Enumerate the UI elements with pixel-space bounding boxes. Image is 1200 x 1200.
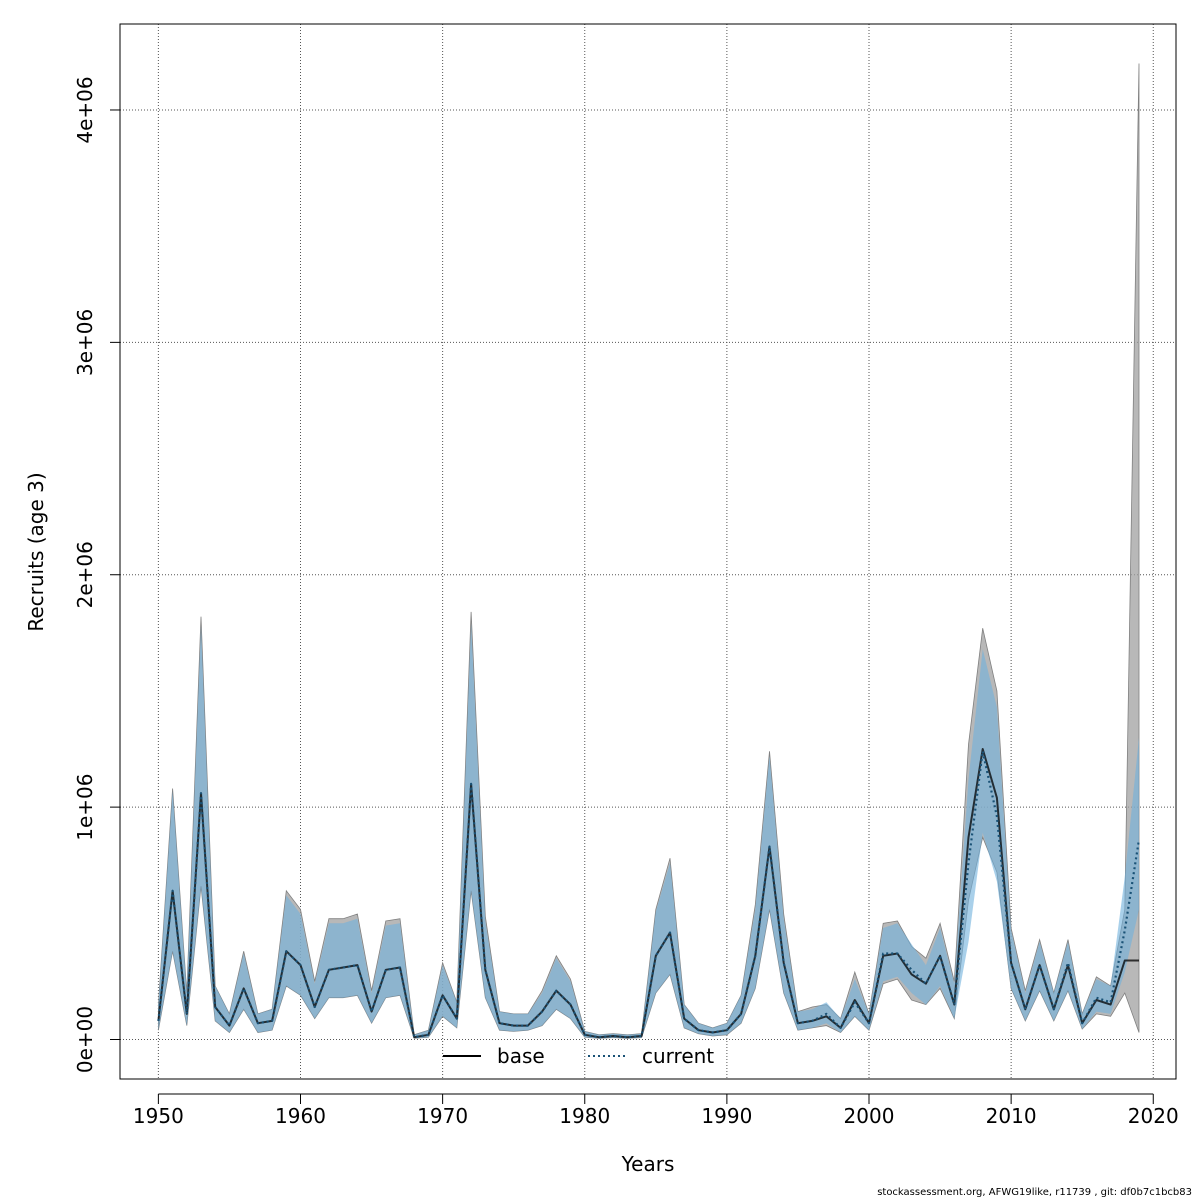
series-line-current xyxy=(157,750,1141,1039)
confidence-bands xyxy=(157,63,1140,1039)
y-tick-label: 1e+06 xyxy=(73,773,97,840)
grid xyxy=(120,24,1176,1079)
x-axis-label: Years xyxy=(621,1152,675,1176)
x-tick-label: 1980 xyxy=(559,1104,610,1128)
footer-text: stockassessment.org, AFWG19like, r11739 … xyxy=(877,1187,1192,1198)
legend-label-base: base xyxy=(497,1044,545,1068)
y-tick-label: 3e+06 xyxy=(73,309,97,376)
y-axis-label: Recruits (age 3) xyxy=(24,472,48,631)
x-tick-label: 2010 xyxy=(986,1104,1037,1128)
confidence-band-current xyxy=(158,623,1139,1039)
x-tick-label: 1960 xyxy=(275,1104,326,1128)
y-tick-label: 2e+06 xyxy=(73,541,97,608)
y-tick-label: 0e+00 xyxy=(73,1006,97,1073)
y-tick-label: 4e+06 xyxy=(73,76,97,143)
x-tick-label: 2020 xyxy=(1128,1104,1179,1128)
legend: base current xyxy=(443,1044,714,1068)
x-tick-label: 1970 xyxy=(417,1104,468,1128)
series-lines xyxy=(157,748,1141,1039)
x-tick-label: 1950 xyxy=(133,1104,184,1128)
x-axis: 1950 1960 1970 1980 1990 2000 2010 2020 xyxy=(133,1093,1179,1128)
legend-label-current: current xyxy=(642,1044,714,1068)
y-axis: 0e+00 1e+06 2e+06 3e+06 4e+06 xyxy=(73,76,121,1073)
x-tick-label: 2000 xyxy=(844,1104,895,1128)
x-tick-label: 1990 xyxy=(701,1104,752,1128)
